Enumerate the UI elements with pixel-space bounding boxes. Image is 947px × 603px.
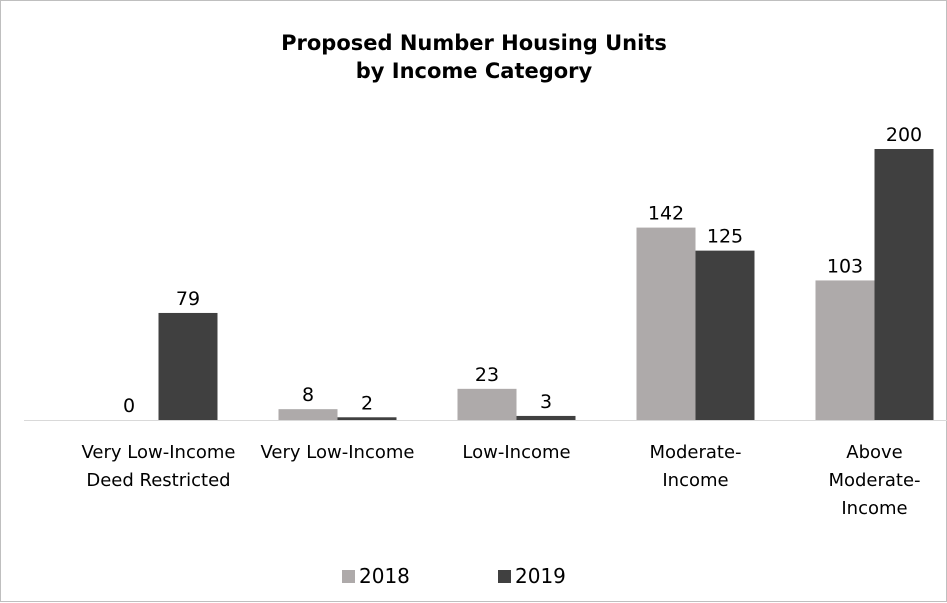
legend-label-2018: 2018 <box>359 564 410 588</box>
bar-2019-2 <box>516 415 576 420</box>
bars <box>158 149 934 420</box>
data-labels: 0 79 8 2 23 3 142 125 103 200 <box>123 124 922 417</box>
bar-2018-1 <box>278 409 338 420</box>
data-label-2018-1: 8 <box>302 384 314 406</box>
legend-label-2019: 2019 <box>515 564 566 588</box>
category-label-1-line-1: Very Low-Income <box>261 442 415 463</box>
category-label-4-line-2: Moderate- <box>828 470 920 491</box>
bar-2019-4 <box>874 149 934 420</box>
legend-swatch-2018 <box>342 570 355 583</box>
category-label-4-line-1: Above <box>846 442 902 463</box>
data-label-2019-4: 200 <box>886 124 922 146</box>
chart-title-line-1: Proposed Number Housing Units <box>281 31 667 55</box>
category-label-2-line-1: Low-Income <box>462 442 570 463</box>
bar-2019-1 <box>337 417 397 420</box>
legend: 2018 2019 <box>342 564 566 588</box>
data-label-2019-1: 2 <box>361 392 373 414</box>
data-label-2018-2: 23 <box>475 364 499 386</box>
bar-2019-0 <box>158 312 218 420</box>
category-label-4-line-3: Income <box>841 498 907 519</box>
data-label-2018-4: 103 <box>827 255 863 277</box>
bar-2018-2 <box>457 388 517 420</box>
legend-swatch-2019 <box>498 570 511 583</box>
chart-title-line-2: by Income Category <box>356 59 593 83</box>
category-label-0-line-1: Very Low-Income <box>82 442 236 463</box>
bar-2018-3 <box>636 227 696 420</box>
category-label-3-line-1: Moderate- <box>649 442 741 463</box>
data-label-2018-3: 142 <box>648 203 684 225</box>
chart-title: Proposed Number Housing Units by Income C… <box>281 31 667 83</box>
bar-2018-4 <box>815 280 875 420</box>
category-labels: Very Low-Income Deed Restricted Very Low-I… <box>82 442 921 519</box>
data-label-2019-2: 3 <box>540 391 552 413</box>
category-label-0-line-2: Deed Restricted <box>86 470 230 491</box>
data-label-2018-0: 0 <box>123 395 135 417</box>
data-label-2019-0: 79 <box>176 288 200 310</box>
category-label-3-line-2: Income <box>662 470 728 491</box>
data-label-2019-3: 125 <box>707 226 743 248</box>
bar-2019-3 <box>695 250 755 420</box>
